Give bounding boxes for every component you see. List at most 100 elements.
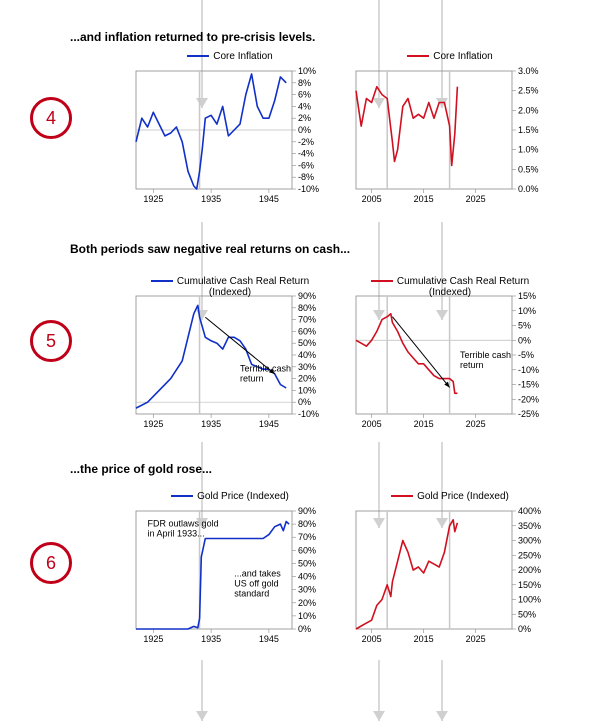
legend-swatch-icon	[171, 495, 193, 497]
chart-0-right: Core Inflation0.0%0.5%1.0%1.5%2.0%2.5%3.…	[350, 65, 550, 205]
svg-text:1945: 1945	[259, 634, 279, 644]
svg-text:10%: 10%	[298, 385, 316, 395]
svg-text:6%: 6%	[298, 90, 311, 100]
legend-label: Cumulative Cash Real Return (Indexed)	[177, 276, 309, 298]
svg-text:1945: 1945	[259, 194, 279, 204]
chart-legend: Core Inflation	[350, 51, 550, 62]
svg-text:60%: 60%	[298, 545, 316, 555]
svg-text:-4%: -4%	[298, 149, 314, 159]
legend-swatch-icon	[391, 495, 413, 497]
svg-text:1925: 1925	[143, 194, 163, 204]
svg-text:2.5%: 2.5%	[518, 86, 539, 96]
svg-text:-2%: -2%	[298, 137, 314, 147]
svg-text:1945: 1945	[259, 419, 279, 429]
svg-text:80%: 80%	[298, 303, 316, 313]
svg-text:100%: 100%	[518, 595, 541, 605]
svg-text:80%: 80%	[298, 519, 316, 529]
svg-text:30%: 30%	[298, 585, 316, 595]
chart-legend: Gold Price (Indexed)	[350, 491, 550, 502]
svg-text:-20%: -20%	[518, 394, 539, 404]
svg-text:-6%: -6%	[298, 160, 314, 170]
section-number-badge-4: 4	[30, 97, 72, 139]
chart-pair-4: Core Inflation-10%-8%-6%-4%-2%0%2%4%6%8%…	[130, 65, 550, 205]
svg-text:0%: 0%	[298, 624, 311, 634]
svg-text:40%: 40%	[298, 350, 316, 360]
svg-text:8%: 8%	[298, 78, 311, 88]
svg-text:0%: 0%	[518, 335, 531, 345]
svg-text:2015: 2015	[414, 194, 434, 204]
svg-text:0.5%: 0.5%	[518, 164, 539, 174]
svg-text:-15%: -15%	[518, 380, 539, 390]
chart-1-right: Cumulative Cash Real Return (Indexed)-25…	[350, 290, 550, 430]
svg-text:-10%: -10%	[518, 365, 539, 375]
svg-text:-10%: -10%	[298, 184, 319, 194]
svg-text:1.5%: 1.5%	[518, 125, 539, 135]
chart-2-left: Gold Price (Indexed)0%10%20%30%40%50%60%…	[130, 505, 330, 645]
svg-text:2025: 2025	[466, 419, 486, 429]
section-title-5: Both periods saw negative real returns o…	[70, 242, 350, 256]
section-title-4: ...and inflation returned to pre-crisis …	[70, 30, 315, 44]
svg-text:return: return	[240, 374, 264, 384]
svg-text:70%: 70%	[298, 315, 316, 325]
svg-text:2025: 2025	[466, 194, 486, 204]
section-title-6: ...the price of gold rose...	[70, 462, 212, 476]
svg-text:-8%: -8%	[298, 172, 314, 182]
svg-text:10%: 10%	[518, 306, 536, 316]
svg-text:250%: 250%	[518, 550, 541, 560]
svg-text:60%: 60%	[298, 326, 316, 336]
svg-text:3.0%: 3.0%	[518, 66, 539, 76]
chart-legend: Gold Price (Indexed)	[130, 491, 330, 502]
svg-text:US off gold: US off gold	[234, 579, 278, 589]
svg-text:10%: 10%	[298, 66, 316, 76]
svg-text:0%: 0%	[298, 397, 311, 407]
svg-text:2%: 2%	[298, 113, 311, 123]
svg-text:standard: standard	[234, 589, 269, 599]
legend-swatch-icon	[151, 280, 173, 282]
section-number-badge-5: 5	[30, 320, 72, 362]
svg-text:FDR outlaws gold: FDR outlaws gold	[148, 519, 219, 529]
svg-text:2005: 2005	[362, 419, 382, 429]
svg-text:2015: 2015	[414, 419, 434, 429]
legend-swatch-icon	[187, 55, 209, 57]
svg-text:0.0%: 0.0%	[518, 184, 539, 194]
svg-text:90%: 90%	[298, 506, 316, 516]
svg-text:20%: 20%	[298, 374, 316, 384]
svg-text:4%: 4%	[298, 101, 311, 111]
svg-text:5%: 5%	[518, 321, 531, 331]
chart-legend: Core Inflation	[130, 51, 330, 62]
svg-text:in April 1933...: in April 1933...	[148, 529, 205, 539]
svg-text:150%: 150%	[518, 580, 541, 590]
svg-text:1.0%: 1.0%	[518, 145, 539, 155]
svg-text:70%: 70%	[298, 532, 316, 542]
svg-text:50%: 50%	[518, 609, 536, 619]
svg-text:0%: 0%	[298, 125, 311, 135]
svg-text:-25%: -25%	[518, 409, 539, 419]
svg-text:-10%: -10%	[298, 409, 319, 419]
svg-text:10%: 10%	[298, 611, 316, 621]
svg-text:return: return	[460, 360, 484, 370]
chart-2-right: Gold Price (Indexed)0%50%100%150%200%250…	[350, 505, 550, 645]
svg-text:0%: 0%	[518, 624, 531, 634]
svg-text:1935: 1935	[201, 634, 221, 644]
svg-text:-5%: -5%	[518, 350, 534, 360]
svg-text:50%: 50%	[298, 338, 316, 348]
section-number-badge-6: 6	[30, 542, 72, 584]
legend-swatch-icon	[407, 55, 429, 57]
legend-swatch-icon	[371, 280, 393, 282]
legend-label: Core Inflation	[213, 51, 272, 62]
svg-text:20%: 20%	[298, 598, 316, 608]
svg-text:50%: 50%	[298, 558, 316, 568]
chart-1-left: Cumulative Cash Real Return (Indexed)-10…	[130, 290, 330, 430]
svg-text:...and takes: ...and takes	[234, 569, 281, 579]
svg-text:Terrible cash: Terrible cash	[460, 350, 511, 360]
legend-label: Gold Price (Indexed)	[197, 491, 289, 502]
chart-legend: Cumulative Cash Real Return (Indexed)	[350, 276, 550, 298]
svg-text:1925: 1925	[143, 419, 163, 429]
svg-text:300%: 300%	[518, 536, 541, 546]
svg-text:400%: 400%	[518, 506, 541, 516]
chart-pair-5: Cumulative Cash Real Return (Indexed)-10…	[130, 290, 550, 430]
svg-text:2005: 2005	[362, 634, 382, 644]
svg-text:2005: 2005	[362, 194, 382, 204]
legend-label: Cumulative Cash Real Return (Indexed)	[397, 276, 529, 298]
chart-pair-6: Gold Price (Indexed)0%10%20%30%40%50%60%…	[130, 505, 550, 645]
